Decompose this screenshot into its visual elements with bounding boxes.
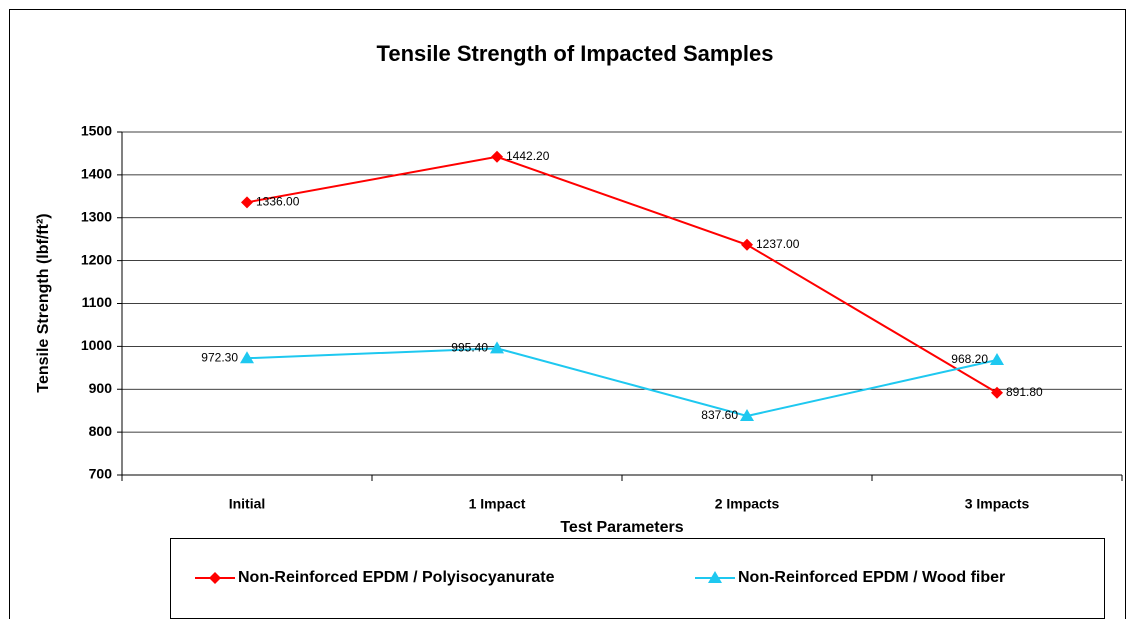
series-line bbox=[246, 347, 998, 418]
x-tick-label: Initial bbox=[229, 496, 266, 512]
data-label: 972.30 bbox=[201, 350, 238, 364]
legend-label: Non-Reinforced EPDM / Polyisocyanurate bbox=[238, 569, 555, 586]
data-label: 1237.00 bbox=[756, 237, 800, 251]
legend-marker bbox=[708, 571, 722, 583]
legend-label: Non-Reinforced EPDM / Wood fiber bbox=[738, 569, 1005, 586]
x-tick-label: 3 Impacts bbox=[965, 496, 1030, 512]
data-label: 837.60 bbox=[701, 408, 738, 422]
data-point bbox=[990, 353, 1004, 366]
y-tick-label: 1300 bbox=[81, 208, 112, 224]
legend-box bbox=[170, 538, 1105, 619]
y-tick-label: 700 bbox=[89, 466, 113, 482]
series-line bbox=[246, 155, 998, 394]
y-tick-label: 1000 bbox=[81, 337, 112, 353]
data-label: 995.40 bbox=[451, 341, 488, 355]
chart-frame bbox=[9, 9, 1126, 619]
x-tick-label: 1 Impact bbox=[469, 496, 526, 512]
y-tick-label: 900 bbox=[89, 380, 113, 396]
data-point bbox=[991, 386, 1003, 399]
data-point bbox=[740, 409, 754, 422]
data-label: 968.20 bbox=[951, 352, 988, 366]
data-point bbox=[741, 238, 753, 251]
y-tick-label: 1100 bbox=[82, 294, 113, 310]
legend-marker bbox=[209, 572, 221, 584]
data-point bbox=[241, 196, 253, 209]
x-axis-title: Test Parameters bbox=[560, 519, 683, 536]
y-tick-label: 1200 bbox=[81, 251, 112, 267]
x-tick-label: 2 Impacts bbox=[715, 496, 780, 512]
data-point bbox=[490, 341, 504, 354]
y-tick-label: 1400 bbox=[81, 166, 112, 182]
data-point bbox=[240, 351, 254, 364]
data-label: 1442.20 bbox=[506, 149, 550, 163]
data-label: 1336.00 bbox=[256, 194, 300, 208]
chart-title: Tensile Strength of Impacted Samples bbox=[377, 41, 774, 66]
y-tick-label: 800 bbox=[89, 423, 113, 439]
data-label: 891.80 bbox=[1006, 385, 1043, 399]
y-tick-label: 1500 bbox=[81, 123, 112, 139]
y-axis-title: Tensile Strength (lbf/ft²) bbox=[35, 213, 52, 392]
data-point bbox=[491, 150, 503, 163]
